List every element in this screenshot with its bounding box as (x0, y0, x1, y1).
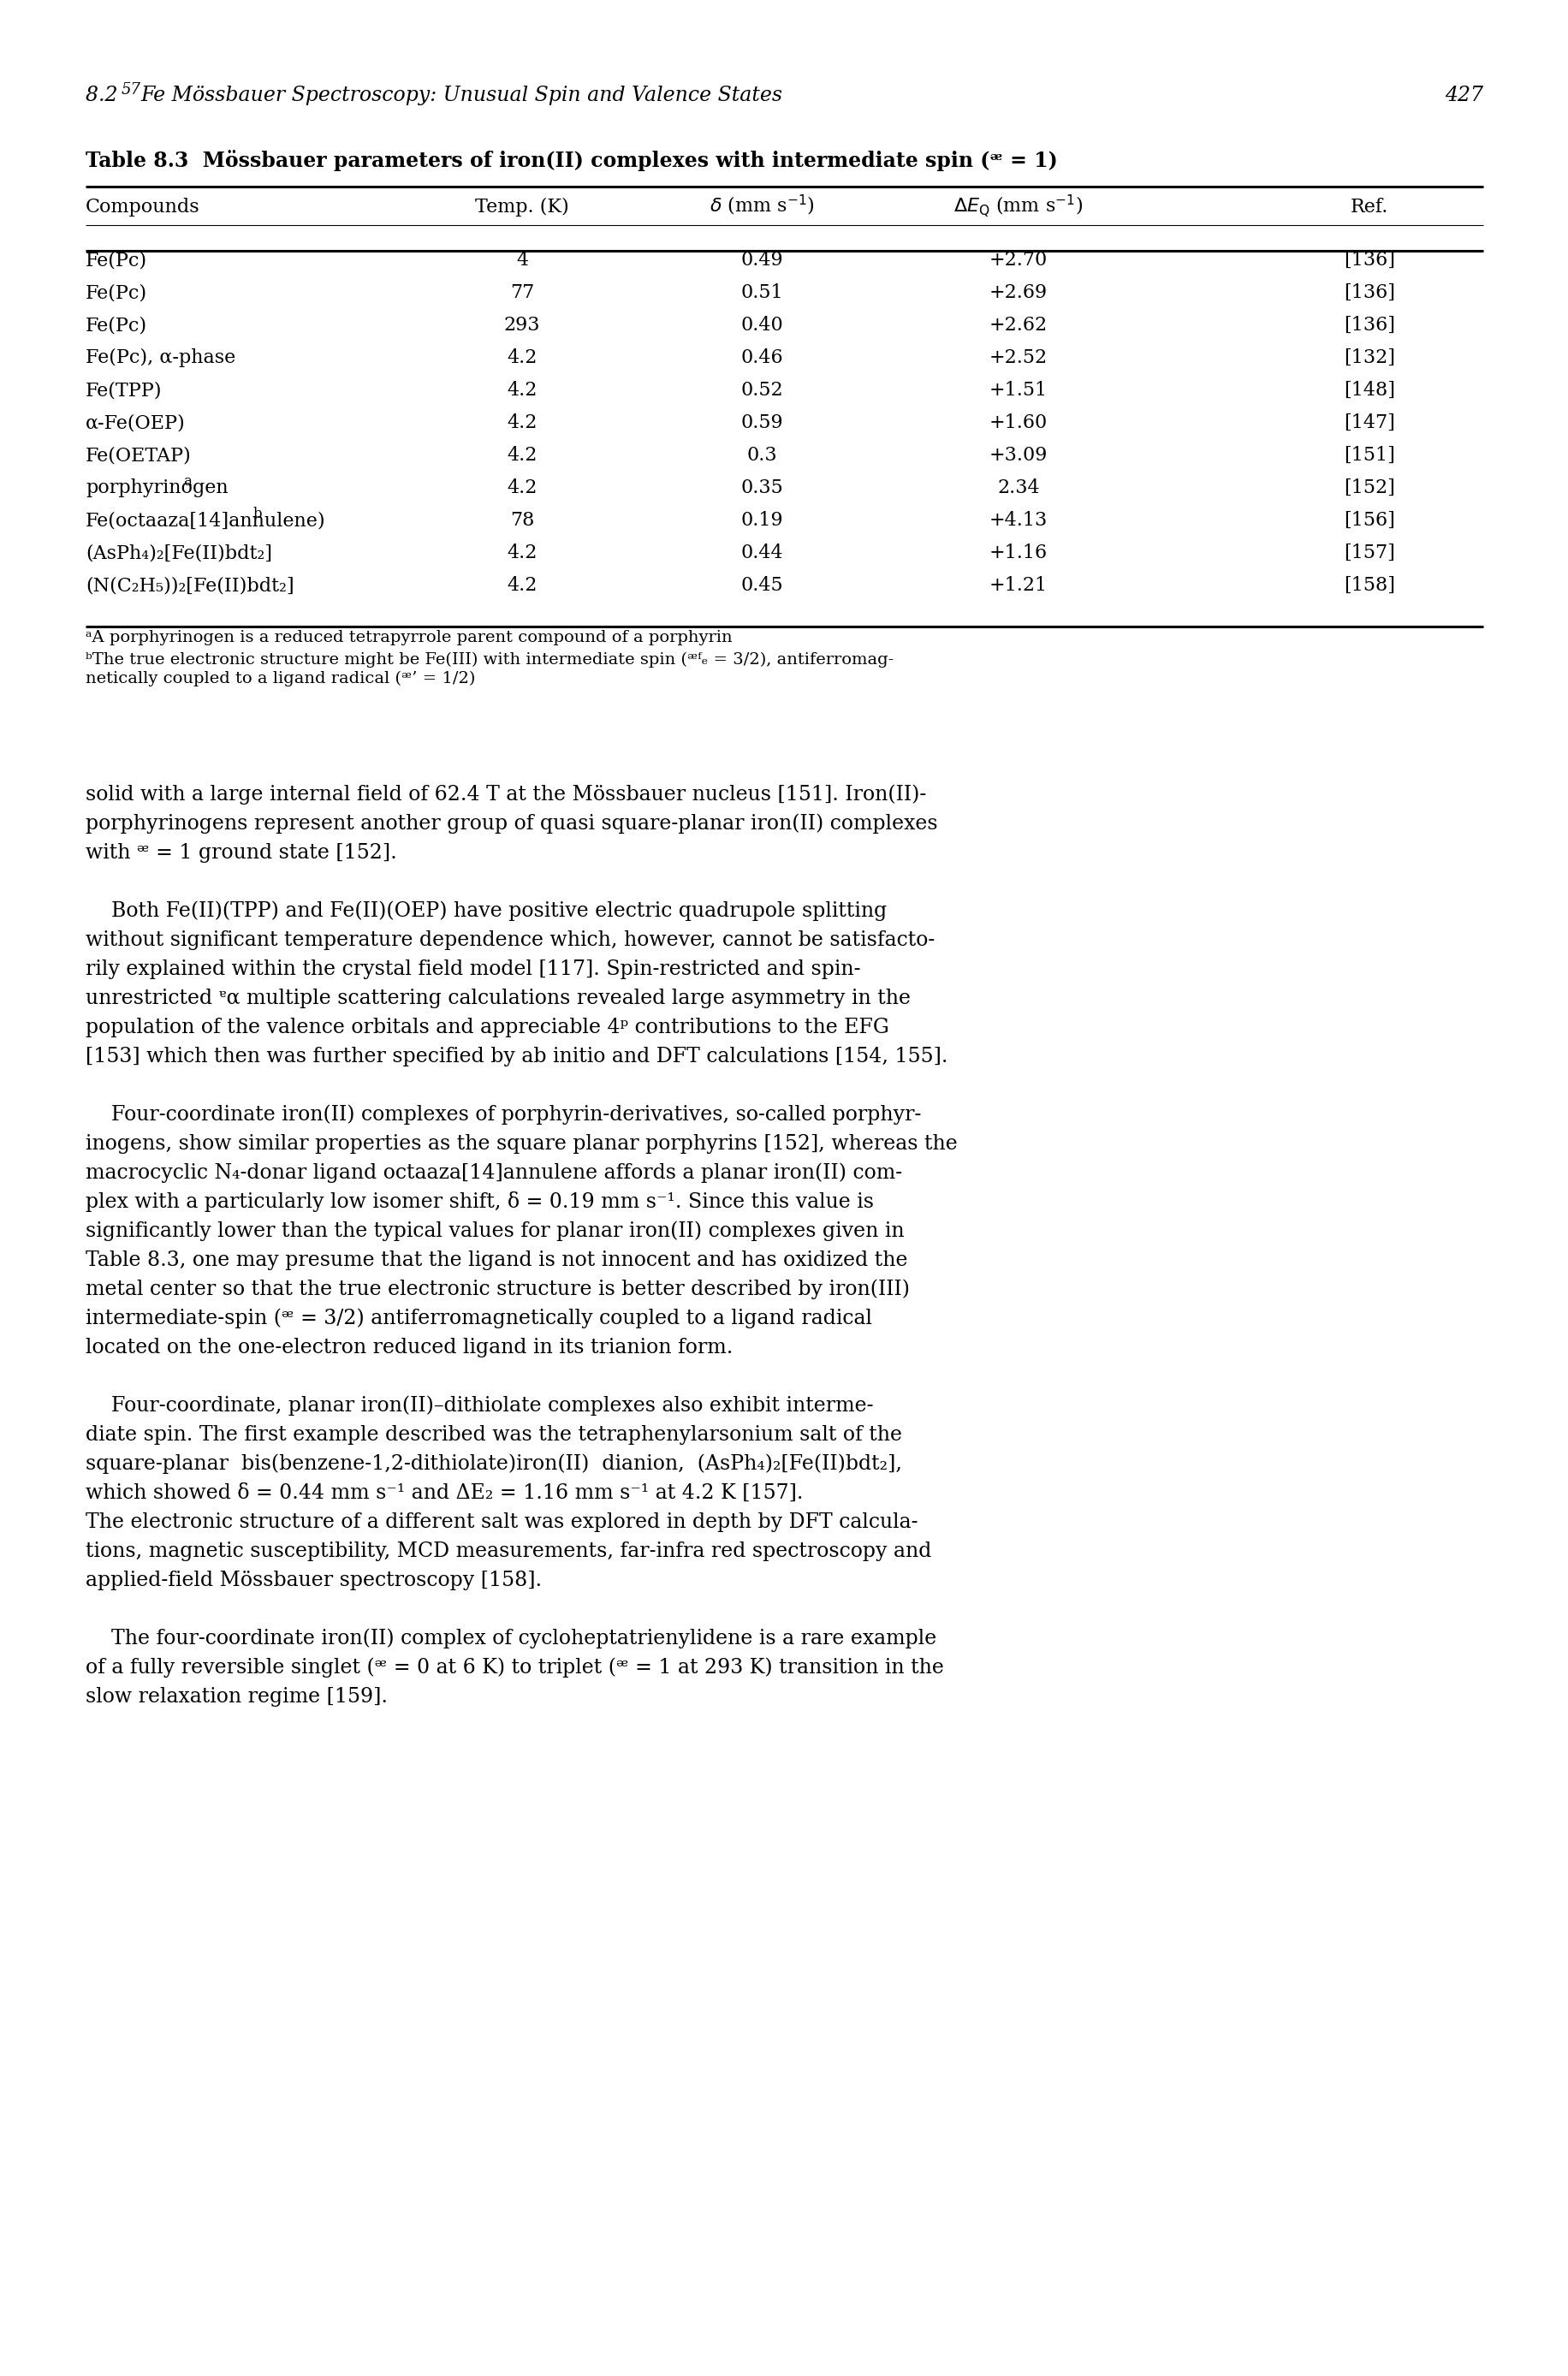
Text: Four-coordinate, planar iron(II)–dithiolate complexes also exhibit interme-: Four-coordinate, planar iron(II)–dithiol… (86, 1395, 873, 1416)
Text: Both Fe(II)(TPP) and Fe(II)(OEP) have positive electric quadrupole splitting: Both Fe(II)(TPP) and Fe(II)(OEP) have po… (86, 901, 886, 922)
Text: [151]: [151] (1344, 447, 1394, 466)
Text: Ref.: Ref. (1350, 197, 1388, 216)
Text: 0.51: 0.51 (740, 283, 782, 302)
Text: [153] which then was further specified by ab initio and DFT calculations [154, 1: [153] which then was further specified b… (86, 1048, 947, 1067)
Text: 0.59: 0.59 (740, 413, 782, 432)
Text: 0.52: 0.52 (740, 380, 782, 399)
Text: Table 8.3, one may presume that the ligand is not innocent and has oxidized the: Table 8.3, one may presume that the liga… (86, 1250, 908, 1271)
Text: 0.44: 0.44 (740, 544, 782, 563)
Text: Fe(Pc): Fe(Pc) (86, 316, 147, 335)
Text: 78: 78 (510, 511, 535, 530)
Text: [132]: [132] (1344, 349, 1394, 368)
Text: ᵃA porphyrinogen is a reduced tetrapyrrole parent compound of a porphyrin: ᵃA porphyrinogen is a reduced tetrapyrro… (86, 630, 732, 646)
Text: Fe(Pc): Fe(Pc) (86, 252, 147, 268)
Text: [147]: [147] (1344, 413, 1394, 432)
Text: 4.2: 4.2 (506, 575, 536, 594)
Text: +1.51: +1.51 (989, 380, 1047, 399)
Text: netically coupled to a ligand radical (ᵆ’ = 1/2): netically coupled to a ligand radical (ᵆ… (86, 670, 475, 687)
Text: unrestricted ᵄα multiple scattering calculations revealed large asymmetry in the: unrestricted ᵄα multiple scattering calc… (86, 988, 909, 1007)
Text: +2.70: +2.70 (989, 252, 1047, 268)
Text: +2.52: +2.52 (989, 349, 1047, 368)
Text: without significant temperature dependence which, however, cannot be satisfacto-: without significant temperature dependen… (86, 931, 935, 950)
Text: intermediate-spin (ᵆ = 3/2) antiferromagnetically coupled to a ligand radical: intermediate-spin (ᵆ = 3/2) antiferromag… (86, 1309, 872, 1328)
Text: Table 8.3  Mössbauer parameters of iron(II) complexes with intermediate spin (ᵆ : Table 8.3 Mössbauer parameters of iron(I… (86, 150, 1057, 171)
Text: slow relaxation regime [159].: slow relaxation regime [159]. (86, 1687, 387, 1706)
Text: diate spin. The first example described was the tetraphenylarsonium salt of the: diate spin. The first example described … (86, 1426, 902, 1445)
Text: 77: 77 (510, 283, 533, 302)
Text: [148]: [148] (1344, 380, 1394, 399)
Text: +1.16: +1.16 (989, 544, 1047, 563)
Text: [156]: [156] (1344, 511, 1394, 530)
Text: 4.2: 4.2 (506, 478, 536, 497)
Text: 0.40: 0.40 (740, 316, 782, 335)
Text: Temp. (K): Temp. (K) (475, 197, 569, 216)
Text: which showed δ = 0.44 mm s⁻¹ and ΔE₂ = 1.16 mm s⁻¹ at 4.2 K [157].: which showed δ = 0.44 mm s⁻¹ and ΔE₂ = 1… (86, 1483, 803, 1504)
Text: Four-coordinate iron(II) complexes of porphyrin-derivatives, so-called porphyr-: Four-coordinate iron(II) complexes of po… (86, 1105, 920, 1124)
Text: 0.49: 0.49 (740, 252, 782, 268)
Text: 4.2: 4.2 (506, 544, 536, 563)
Text: tions, magnetic susceptibility, MCD measurements, far-infra red spectroscopy and: tions, magnetic susceptibility, MCD meas… (86, 1542, 931, 1561)
Text: +3.09: +3.09 (989, 447, 1047, 466)
Text: (N(C₂H₅))₂[Fe(II)bdt₂]: (N(C₂H₅))₂[Fe(II)bdt₂] (86, 575, 293, 594)
Text: significantly lower than the typical values for planar iron(II) complexes given : significantly lower than the typical val… (86, 1221, 903, 1240)
Text: population of the valence orbitals and appreciable 4ᵖ contributions to the EFG: population of the valence orbitals and a… (86, 1017, 889, 1038)
Text: macrocyclic N₄-donar ligand octaaza[14]annulene affords a planar iron(II) com-: macrocyclic N₄-donar ligand octaaza[14]a… (86, 1162, 902, 1183)
Text: The four-coordinate iron(II) complex of cycloheptatrienylidene is a rare example: The four-coordinate iron(II) complex of … (86, 1628, 936, 1649)
Text: +1.21: +1.21 (989, 575, 1047, 594)
Text: ᵇThe true electronic structure might be Fe(III) with intermediate spin (ᵆᶠₑ = 3/: ᵇThe true electronic structure might be … (86, 651, 894, 668)
Text: 0.46: 0.46 (740, 349, 782, 368)
Text: [136]: [136] (1344, 252, 1394, 268)
Text: [152]: [152] (1344, 478, 1394, 497)
Text: Fe(Pc), α-phase: Fe(Pc), α-phase (86, 349, 235, 368)
Text: square-planar  bis(benzene-1,2-dithiolate)iron(II)  dianion,  (AsPh₄)₂[Fe(II)bdt: square-planar bis(benzene-1,2-dithiolate… (86, 1454, 902, 1473)
Text: Fe(TPP): Fe(TPP) (86, 380, 162, 399)
Text: 0.3: 0.3 (746, 447, 776, 466)
Text: 2.34: 2.34 (997, 478, 1040, 497)
Text: Fe(octaaza[14]annulene): Fe(octaaza[14]annulene) (86, 511, 326, 530)
Text: 4.2: 4.2 (506, 380, 536, 399)
Text: rily explained within the crystal field model [117]. Spin-restricted and spin-: rily explained within the crystal field … (86, 960, 861, 979)
Text: +4.13: +4.13 (989, 511, 1047, 530)
Text: $\delta$ (mm s$^{-1}$): $\delta$ (mm s$^{-1}$) (709, 192, 814, 219)
Text: [136]: [136] (1344, 316, 1394, 335)
Text: 0.45: 0.45 (740, 575, 782, 594)
Text: 8.2: 8.2 (86, 86, 124, 105)
Text: of a fully reversible singlet (ᵆ = 0 at 6 K) to triplet (ᵆ = 1 at 293 K) transit: of a fully reversible singlet (ᵆ = 0 at … (86, 1658, 944, 1677)
Text: a: a (183, 475, 191, 489)
Text: inogens, show similar properties as the square planar porphyrins [152], whereas : inogens, show similar properties as the … (86, 1133, 956, 1155)
Text: +2.62: +2.62 (989, 316, 1047, 335)
Text: The electronic structure of a different salt was explored in depth by DFT calcul: The electronic structure of a different … (86, 1514, 917, 1533)
Text: with ᵆ = 1 ground state [152].: with ᵆ = 1 ground state [152]. (86, 843, 397, 862)
Text: Fe Mössbauer Spectroscopy: Unusual Spin and Valence States: Fe Mössbauer Spectroscopy: Unusual Spin … (140, 86, 782, 105)
Text: 4.2: 4.2 (506, 447, 536, 466)
Text: [157]: [157] (1344, 544, 1394, 563)
Text: applied-field Mössbauer spectroscopy [158].: applied-field Mössbauer spectroscopy [15… (86, 1571, 541, 1590)
Text: 293: 293 (503, 316, 539, 335)
Text: Fe(OETAP): Fe(OETAP) (86, 447, 191, 466)
Text: [136]: [136] (1344, 283, 1394, 302)
Text: Compounds: Compounds (86, 197, 199, 216)
Text: Fe(Pc): Fe(Pc) (86, 283, 147, 302)
Text: 0.19: 0.19 (740, 511, 782, 530)
Text: metal center so that the true electronic structure is better described by iron(I: metal center so that the true electronic… (86, 1278, 909, 1300)
Text: 4.2: 4.2 (506, 413, 536, 432)
Text: α-Fe(OEP): α-Fe(OEP) (86, 413, 185, 432)
Text: 427: 427 (1444, 86, 1482, 105)
Text: (AsPh₄)₂[Fe(II)bdt₂]: (AsPh₄)₂[Fe(II)bdt₂] (86, 544, 271, 563)
Text: 4.2: 4.2 (506, 349, 536, 368)
Text: +2.69: +2.69 (989, 283, 1047, 302)
Text: $\Delta E_\mathrm{Q}$ (mm s$^{-1}$): $\Delta E_\mathrm{Q}$ (mm s$^{-1}$) (953, 192, 1082, 219)
Text: [158]: [158] (1344, 575, 1394, 594)
Text: located on the one-electron reduced ligand in its trianion form.: located on the one-electron reduced liga… (86, 1338, 732, 1357)
Text: 57: 57 (121, 83, 141, 97)
Text: +1.60: +1.60 (989, 413, 1047, 432)
Text: porphyrinogen: porphyrinogen (86, 478, 227, 497)
Text: porphyrinogens represent another group of quasi square-planar iron(II) complexes: porphyrinogens represent another group o… (86, 813, 938, 834)
Text: 4: 4 (516, 252, 528, 268)
Text: b: b (252, 506, 262, 520)
Text: solid with a large internal field of 62.4 T at the Mössbauer nucleus [151]. Iron: solid with a large internal field of 62.… (86, 784, 925, 805)
Text: 0.35: 0.35 (740, 478, 782, 497)
Text: plex with a particularly low isomer shift, δ = 0.19 mm s⁻¹. Since this value is: plex with a particularly low isomer shif… (86, 1190, 873, 1212)
